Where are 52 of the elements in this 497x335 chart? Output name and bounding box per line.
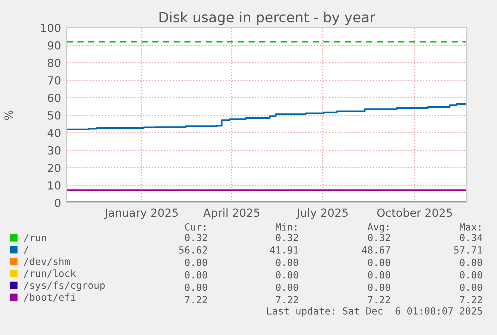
legend-label: /boot/efi xyxy=(24,294,76,302)
text: Last update: Sat Dec 6 01:00:07 2025 xyxy=(267,307,482,317)
text: 0.34 xyxy=(460,234,483,242)
text: 0.32 xyxy=(368,234,390,242)
text: 41.91 xyxy=(270,246,298,254)
legend-label: / xyxy=(24,246,29,254)
text: Max: xyxy=(460,224,481,231)
text: 7.22 xyxy=(368,296,390,304)
text: 0.00 xyxy=(460,258,482,266)
y-tick-label: 20 xyxy=(48,164,61,172)
y-tick-label: 90 xyxy=(48,41,61,50)
y-tick-label: 10 xyxy=(48,181,61,190)
text: 0.00 xyxy=(460,271,482,279)
x-tick-label: January 2025 xyxy=(104,208,178,220)
text: Min: xyxy=(276,223,297,231)
text: Cur: xyxy=(185,223,206,231)
legend-label: /run xyxy=(24,234,46,242)
text: 0.00 xyxy=(368,258,390,266)
text: 0.00 xyxy=(368,271,390,279)
x-tick-label: October 2025 xyxy=(377,208,452,218)
y-tick-label: 100 xyxy=(41,24,61,32)
y-tick-label: 70 xyxy=(48,76,61,85)
y-tick-label: 80 xyxy=(48,58,61,68)
legend-label: /sys/fs/cgroup xyxy=(24,282,105,292)
y-tick-label: 0 xyxy=(55,198,61,208)
y-tick-label: 30 xyxy=(48,146,61,155)
text: 0.00 xyxy=(185,284,208,292)
text: 0.00 xyxy=(368,284,390,292)
x-tick-label: April 2025 xyxy=(203,208,260,220)
text: 0.00 xyxy=(185,258,208,266)
legend-label: /run/lock xyxy=(24,270,76,278)
text: 0.32 xyxy=(276,234,298,242)
y-tick-label: 50 xyxy=(48,111,61,120)
text: 48.67 xyxy=(362,246,390,254)
text: 56.62 xyxy=(179,246,208,254)
text: 7.22 xyxy=(185,296,208,304)
y-tick-label: 40 xyxy=(48,128,61,138)
text: 0.00 xyxy=(276,258,298,266)
text: 0.32 xyxy=(185,234,208,242)
text: 0.00 xyxy=(276,271,298,279)
text: 0.00 xyxy=(185,271,208,279)
chart-title: Disk usage in percent - by year xyxy=(160,12,376,26)
text: 0.00 xyxy=(276,284,298,292)
text: Avg: xyxy=(368,224,389,233)
text: 7.22 xyxy=(276,296,298,304)
text: 57.71 xyxy=(454,246,482,254)
x-tick-label: July 2025 xyxy=(296,208,348,220)
y-tick-label: 60 xyxy=(48,94,61,102)
y-axis-title: % xyxy=(4,110,14,120)
legend-label: /dev/shm xyxy=(24,258,70,266)
text: 7.22 xyxy=(460,296,482,304)
text: 0.00 xyxy=(460,284,482,292)
